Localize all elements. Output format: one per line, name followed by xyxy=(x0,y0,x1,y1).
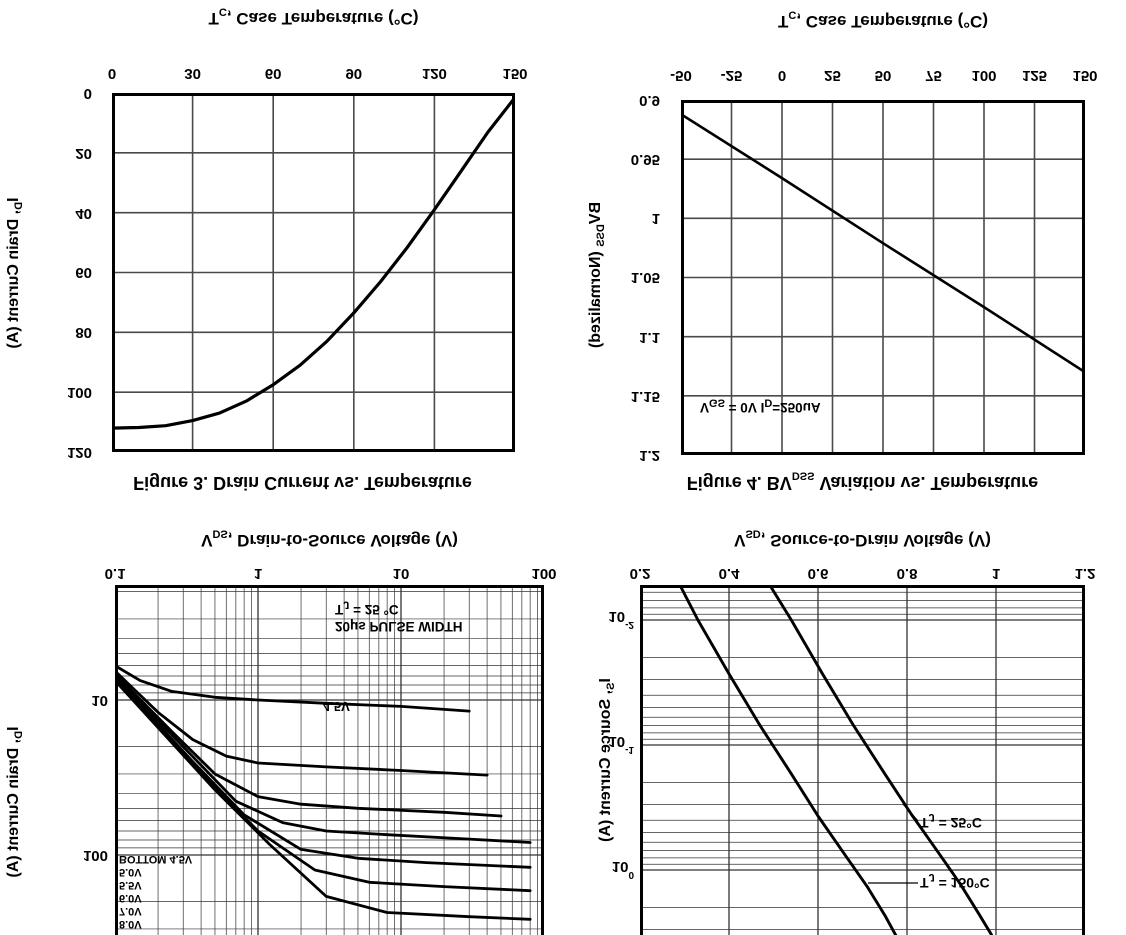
on-region-x-axis-label: VDS, Drain-to-Source Voltage (V) xyxy=(201,527,458,550)
figure3-caption: Figure 3. Drain Current vs. Temperature xyxy=(133,473,472,493)
tick-label: 1.05 xyxy=(630,269,660,287)
tick-label: 40 xyxy=(75,204,92,222)
vgs-4v5-curve-label: 4.5V xyxy=(323,699,350,714)
legend-item: 7.0V xyxy=(119,905,142,917)
y-tick-label: 10-1 xyxy=(608,733,634,755)
legend-item: 5.5V xyxy=(119,879,142,891)
tick-label: 0.9 xyxy=(639,92,660,109)
tick-label: 0 xyxy=(107,65,117,82)
tick-label: 10 xyxy=(392,565,410,582)
tick-label: 0.4 xyxy=(718,565,740,582)
legend-item: BOTTOM 4.5V xyxy=(119,853,193,865)
tick-label: 1 xyxy=(991,565,1001,582)
tick-label: 1 xyxy=(253,565,263,582)
tick-label: 10 xyxy=(91,692,108,709)
body-diode-y-axis-label: IS, Source Current (A) xyxy=(597,678,618,842)
tick-label: 100 xyxy=(82,847,108,864)
tick-label: 30 xyxy=(184,65,201,82)
tick-label: 20 xyxy=(75,144,92,162)
tick-label: 1.2 xyxy=(639,447,660,464)
y-tick-label: 10-2 xyxy=(608,608,634,630)
tick-label: 0.95 xyxy=(630,151,660,169)
tick-label: 60 xyxy=(264,65,282,82)
tick-label: 0.6 xyxy=(807,565,829,582)
tj-25c-annotation: TJ = 25 °C xyxy=(335,598,399,617)
bvdss-x-axis-label: TC, Case Temperature (°C) xyxy=(778,8,988,31)
tick-label: 150 xyxy=(1072,67,1098,84)
tj-25c-curve-label: TJ = 25°C xyxy=(920,811,982,831)
body-diode-x-axis-label: VSD, Source-to-Drain Voltage (V) xyxy=(734,527,991,550)
on-region-plot xyxy=(115,585,544,935)
tick-label: 1.15 xyxy=(630,387,660,405)
tick-label: 1.2 xyxy=(1074,565,1096,582)
tick-label: 100 xyxy=(66,384,92,402)
on-region-y-axis-label: ID, Drain Current (A) xyxy=(5,726,26,878)
tick-label: 120 xyxy=(66,444,92,461)
tick-label: 90 xyxy=(345,65,363,82)
bvdss-plot xyxy=(681,100,1085,455)
tick-label: 150 xyxy=(502,65,528,82)
derating-x-axis-label: TC, Case Temperature (°C) xyxy=(208,5,419,28)
legend-item: 8.0V xyxy=(119,918,142,930)
legend-item: 6.0V xyxy=(119,892,142,904)
tick-label: 60 xyxy=(75,264,92,282)
tick-label: 0 xyxy=(83,85,92,102)
tick-label: 1 xyxy=(651,210,660,228)
tick-label: 120 xyxy=(421,65,447,82)
tick-label: 100 xyxy=(531,565,557,582)
tick-label: 0.1 xyxy=(104,565,126,582)
pulse-width-annotation: 20μs PULSE WIDTH xyxy=(335,619,463,634)
body-diode-plot xyxy=(640,585,1085,935)
tick-label: 0.8 xyxy=(896,565,918,582)
y-tick-label: 100 xyxy=(611,858,634,880)
legend-item: 5.0V xyxy=(119,866,142,878)
test-conditions-annotation: VGS = 0V ID=250uA xyxy=(700,396,821,415)
tj-150c-curve-label: TJ = 150°C xyxy=(920,871,990,891)
derating-y-axis-label: ID, Drain Current (A) xyxy=(5,197,26,349)
figure4-caption: Figure 4. BVDSS Variation vs. Temperatur… xyxy=(686,469,1039,493)
tick-label: 80 xyxy=(75,324,92,342)
tick-label: 1.1 xyxy=(639,328,660,346)
tick-label: 0.2 xyxy=(629,565,651,582)
derating-plot xyxy=(112,93,515,452)
